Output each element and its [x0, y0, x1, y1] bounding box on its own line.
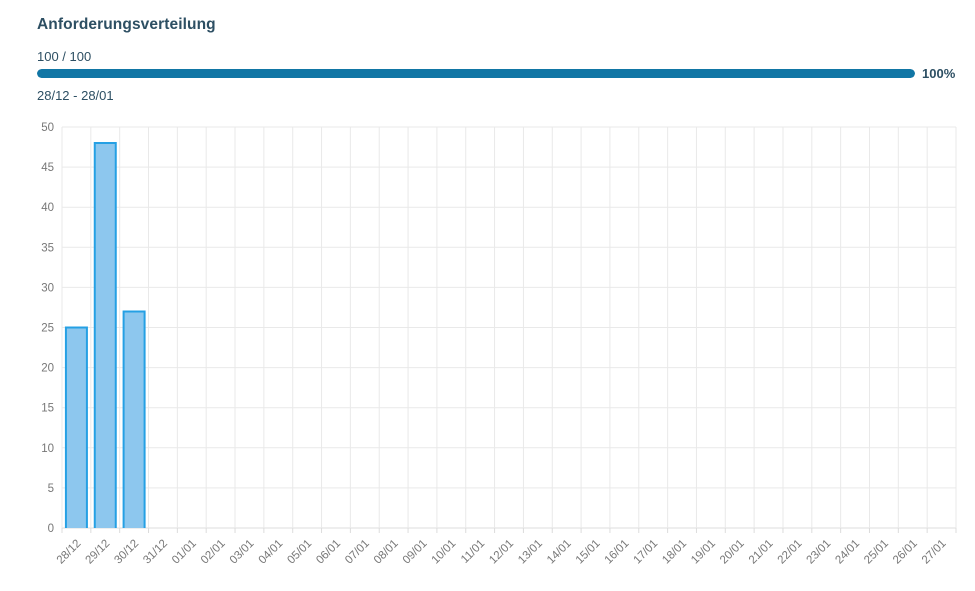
x-axis-tick-label: 04/01 — [257, 538, 286, 567]
x-axis-tick-label: 06/01 — [314, 538, 343, 567]
x-axis-tick-label: 10/01 — [430, 538, 459, 567]
x-axis-tick-label: 25/01 — [862, 538, 891, 567]
x-axis-tick-label: 27/01 — [920, 538, 949, 567]
y-axis-tick-label: 35 — [41, 242, 54, 254]
x-axis-tick-label: 29/12 — [84, 538, 113, 567]
x-axis-tick-label: 28/12 — [55, 538, 84, 567]
y-axis-tick-label: 15 — [41, 403, 54, 415]
y-axis-tick-label: 0 — [48, 523, 54, 535]
x-axis-tick-label: 18/01 — [660, 538, 689, 567]
x-axis-tick-label: 05/01 — [285, 538, 314, 567]
x-axis-tick-label: 23/01 — [805, 538, 834, 567]
y-axis-tick-label: 5 — [48, 483, 54, 495]
x-axis-tick-label: 07/01 — [343, 538, 372, 567]
x-axis-tick-label: 19/01 — [689, 538, 718, 567]
x-axis-tick-label: 02/01 — [199, 538, 228, 567]
y-axis-tick-label: 45 — [41, 162, 54, 174]
x-axis-tick-label: 03/01 — [228, 538, 257, 567]
bar-chart: 0 5 10 15 20 25 30 35 40 45 50 28/12 29/12 30/12 31/12… — [41, 122, 957, 567]
y-axis-tick-label: 20 — [41, 363, 54, 375]
x-axis-tick-label: 14/01 — [545, 538, 574, 567]
progress-bar-fill — [37, 69, 915, 78]
y-axis-tick-label: 10 — [41, 443, 54, 455]
x-axis-tick-label: 26/01 — [891, 538, 920, 567]
progress-bar — [37, 69, 915, 78]
bar-28/12 — [64, 326, 88, 528]
x-axis-tick-label: 30/12 — [112, 538, 141, 567]
progress-percent-label: 100% — [922, 66, 956, 81]
x-axis-tick-label: 31/12 — [141, 538, 170, 567]
x-axis-tick-label: 12/01 — [487, 538, 516, 567]
y-axis-tick-label: 50 — [41, 122, 54, 134]
progress-count: 100 / 100 — [37, 49, 92, 64]
x-axis-tick-label: 24/01 — [833, 538, 862, 567]
x-axis-tick-label: 01/01 — [170, 538, 199, 567]
y-axis-tick-label: 40 — [41, 202, 54, 214]
x-axis-tick-label: 11/01 — [459, 538, 487, 566]
chart-title: Anforderungsverteilung — [37, 16, 216, 33]
y-axis-tick-label: 25 — [41, 323, 54, 335]
bar-30/12 — [122, 310, 146, 528]
x-axis-tick-label: 22/01 — [776, 538, 805, 567]
bar-29/12 — [93, 142, 117, 528]
x-axis-tick-label: 08/01 — [372, 538, 401, 567]
x-axis-tick-label: 15/01 — [574, 538, 603, 567]
x-axis-tick-label: 16/01 — [603, 538, 632, 567]
x-axis-tick-label: 09/01 — [401, 538, 430, 567]
y-axis-tick-label: 30 — [41, 282, 54, 294]
x-axis-tick-label: 21/01 — [747, 538, 776, 567]
x-axis-tick-label: 20/01 — [718, 538, 747, 567]
x-axis-tick-label: 13/01 — [516, 538, 545, 567]
x-axis-tick-label: 17/01 — [631, 538, 660, 567]
date-range-label: 28/12 - 28/01 — [37, 88, 114, 103]
